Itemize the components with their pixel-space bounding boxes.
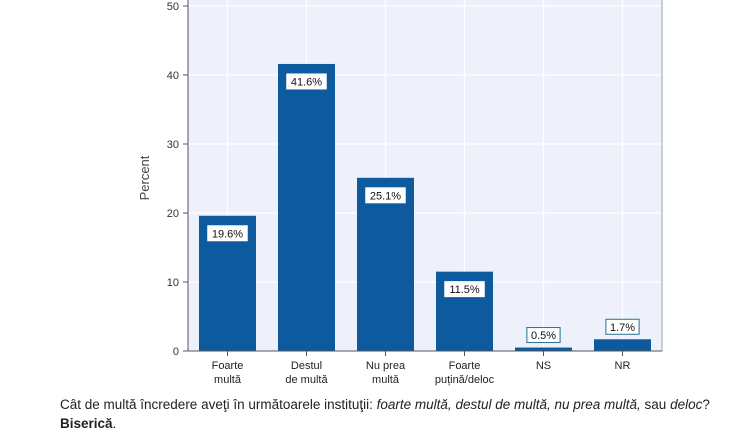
y-tick-label: 0	[173, 346, 179, 358]
bar	[357, 177, 414, 351]
data-label: 11.5%	[449, 284, 480, 296]
plot-area	[188, 0, 662, 351]
data-label-box	[444, 281, 485, 298]
bar-chart: 19.6% 41.6% 25.1% 11.5% 0.5% 1.7% 0 10 20 30 40 50…	[137, 0, 663, 386]
bar	[594, 339, 651, 351]
y-tick-label: 20	[167, 208, 179, 220]
y-tick-label: 50	[167, 1, 179, 13]
caption-question-mark: ?	[702, 397, 710, 412]
caption-institution: Biserică	[60, 416, 113, 431]
chart-svg: 19.6% 41.6% 25.1% 11.5% 0.5% 1.7% 0 10 20 30 40 50…	[137, 0, 663, 386]
axes: 0 10 20 30 40 50 Foarte multă Destul de multă Nu p…	[167, 0, 663, 386]
data-label: 41.6%	[291, 76, 322, 88]
data-label-box	[605, 318, 640, 335]
bar	[278, 63, 335, 352]
caption-intro: Cât de multă încredere aveţi în următoar…	[60, 397, 377, 412]
data-label: 19.6%	[212, 228, 243, 240]
x-category-label: NS	[536, 360, 551, 372]
data-label-box	[286, 73, 327, 90]
y-tick-label: 30	[167, 139, 179, 151]
y-tick-label: 40	[167, 70, 179, 82]
x-category-label: NR	[615, 360, 631, 372]
x-category-label: Foarte	[212, 360, 244, 372]
x-category-label: Nu prea	[366, 360, 406, 372]
x-category-label: puțină/deloc	[435, 374, 495, 386]
question-caption: Cât de multă încredere aveţi în următoar…	[60, 395, 740, 433]
x-category-label: multă	[372, 374, 400, 386]
data-label: 1.7%	[610, 322, 635, 334]
x-category-label: multă	[214, 374, 242, 386]
y-tick-label: 10	[167, 277, 179, 289]
y-axis-title: Percent	[137, 155, 152, 200]
bars	[199, 63, 651, 352]
caption-options: foarte multă, destul de multă, nu prea m…	[376, 397, 641, 412]
data-labels: 19.6% 41.6% 25.1% 11.5% 0.5% 1.7%	[207, 73, 640, 344]
x-category-label: Destul	[291, 360, 322, 372]
caption-last-option: deloc	[670, 397, 703, 412]
x-category-label: de multă	[285, 374, 328, 386]
bar	[515, 347, 572, 351]
caption-options-tail: sau	[640, 397, 671, 412]
data-label-box	[526, 327, 561, 344]
data-label: 25.1%	[370, 190, 401, 202]
x-category-label: Foarte	[449, 360, 481, 372]
data-label: 0.5%	[531, 330, 556, 342]
caption-end: .	[112, 416, 117, 431]
data-label-box	[365, 187, 406, 204]
data-label-box	[207, 225, 248, 242]
